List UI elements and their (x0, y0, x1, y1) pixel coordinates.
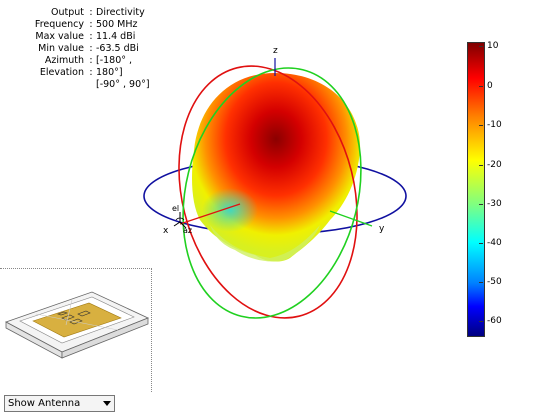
info-output-label: Output (51, 7, 84, 18)
lobe-low-region (202, 188, 258, 232)
info-output-value: Directivity (96, 7, 145, 18)
info-azimuth-value: [-180° , (96, 55, 133, 66)
info-elevation-value: 180°] (96, 67, 123, 78)
info-frequency-label: Frequency (34, 19, 84, 30)
colorbar-tick: -20 (487, 160, 502, 170)
triad-az-label: az (183, 226, 193, 235)
info-min-value: -63.5 dBi (96, 43, 139, 54)
green-elevation-ring (182, 67, 362, 319)
info-elevation-range: [-90° , 90°] (96, 79, 150, 90)
colorbar-tick: -40 (487, 238, 502, 248)
info-frequency-value: 500 MHz (96, 19, 138, 30)
z-axis-label: z (273, 46, 278, 56)
colorbar-tick: -50 (487, 277, 502, 287)
y-axis-label: y (379, 224, 385, 234)
lobe-bottom-region (210, 225, 320, 262)
colorbar-tick: -30 (487, 199, 502, 209)
info-max-value: 11.4 dBi (96, 31, 136, 42)
dropdown-selected-label: Show Antenna (8, 398, 81, 409)
y-axis-line (329, 210, 373, 227)
x-axis-line (179, 203, 241, 225)
colorbar-tick: 10 (487, 41, 499, 51)
colorbar-tick: -10 (487, 120, 502, 130)
triad-arc (175, 217, 185, 221)
pattern-info-panel: Output: Directivity Frequency:500 MHz Max… (0, 7, 150, 91)
red-elevation-ring (178, 65, 358, 319)
colorbar-tick: -60 (487, 316, 502, 326)
colorbar (467, 42, 485, 337)
info-azimuth-label: Azimuth (44, 55, 84, 66)
triad-az (179, 221, 187, 229)
colorbar-tick: 0 (487, 81, 493, 91)
antenna-preview-panel (0, 268, 152, 392)
info-min-label: Min value (38, 43, 84, 54)
x-axis-label: x (163, 226, 169, 236)
antenna-preview-icon (5, 291, 150, 359)
info-elevation-label: Elevation (39, 67, 84, 78)
triad-x (173, 221, 181, 227)
info-max-label: Max value (35, 31, 84, 42)
show-antenna-dropdown[interactable]: Show Antenna (4, 395, 115, 412)
triad-el-label: el (172, 204, 180, 213)
chevron-down-icon[interactable] (103, 401, 111, 406)
